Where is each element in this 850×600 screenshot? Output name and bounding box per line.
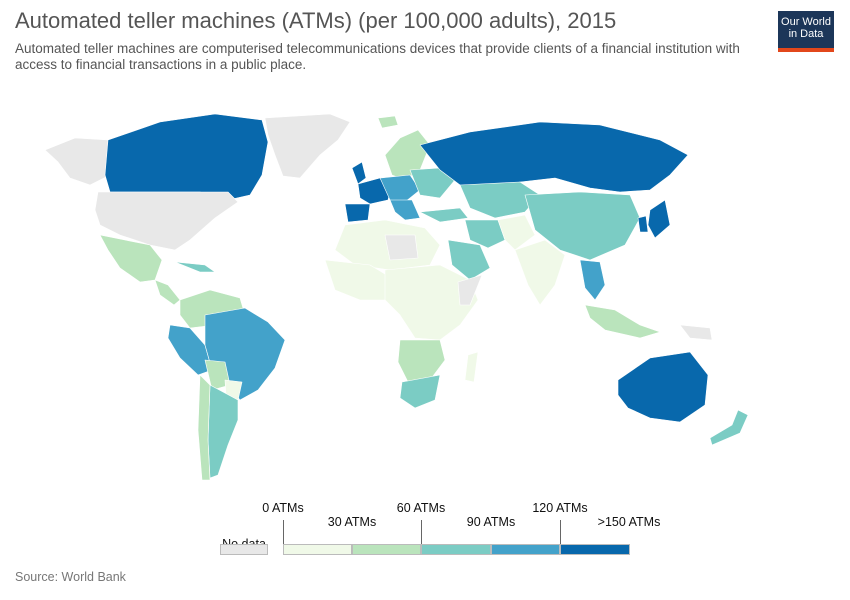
legend-swatch-0-30[interactable] <box>283 544 352 555</box>
legend-swatch-30-60[interactable] <box>352 544 421 555</box>
region-eastern-europe[interactable] <box>409 167 456 199</box>
region-uk[interactable] <box>351 161 367 185</box>
legend-tick <box>560 520 561 544</box>
region-mexico[interactable] <box>99 234 163 283</box>
region-chile[interactable] <box>197 374 211 481</box>
region-somalia[interactable] <box>457 274 483 306</box>
legend-label-60: 60 ATMs <box>396 501 446 515</box>
region-saudi-arabia[interactable] <box>447 239 491 281</box>
legend-swatch-150-plus[interactable] <box>560 544 630 555</box>
region-korea[interactable] <box>637 215 649 233</box>
region-southeast-asia[interactable] <box>579 259 606 301</box>
region-png[interactable] <box>679 324 713 341</box>
region-usa[interactable] <box>94 191 239 251</box>
region-canada[interactable] <box>104 113 269 201</box>
owid-logo[interactable]: Our World in Data <box>778 11 834 52</box>
region-argentina[interactable] <box>207 384 239 479</box>
source-note: Source: World Bank <box>15 570 126 584</box>
region-indonesia[interactable] <box>584 304 661 339</box>
region-japan[interactable] <box>647 199 671 239</box>
region-south-africa[interactable] <box>399 374 441 409</box>
region-greenland[interactable] <box>264 113 351 179</box>
world-map[interactable] <box>0 100 850 490</box>
region-turkey[interactable] <box>419 207 469 223</box>
region-central-europe[interactable] <box>379 174 421 203</box>
region-scandinavia[interactable] <box>384 129 431 181</box>
region-south-central-asia[interactable] <box>497 214 536 251</box>
region-australia[interactable] <box>617 351 709 423</box>
legend-label-90: 90 ATMs <box>466 515 516 529</box>
region-central-africa[interactable] <box>384 264 479 341</box>
logo-line-1: Our World <box>781 16 831 28</box>
region-iberia[interactable] <box>344 203 371 223</box>
region-caribbean[interactable] <box>174 261 216 273</box>
legend-tick <box>421 520 422 544</box>
region-china[interactable] <box>524 191 641 261</box>
region-new-zealand[interactable] <box>709 409 749 446</box>
legend-label-0: 0 ATMs <box>262 501 304 515</box>
logo-accent-bar <box>778 48 834 52</box>
chart-subtitle: Automated teller machines are computeris… <box>15 41 740 72</box>
region-alaska[interactable] <box>44 137 111 186</box>
region-iceland[interactable] <box>377 115 399 129</box>
region-india[interactable] <box>514 239 566 306</box>
legend-label-120: 120 ATMs <box>532 501 588 515</box>
legend-label-30: 30 ATMs <box>327 515 377 529</box>
logo-line-2: in Data <box>788 28 824 40</box>
chart-title: Automated teller machines (ATMs) (per 10… <box>15 8 617 33</box>
map-legend: No data 0 ATMs 60 ATMs 120 ATMs 30 ATMs … <box>0 495 850 565</box>
region-central-asia[interactable] <box>459 181 541 219</box>
region-iran[interactable] <box>464 219 506 249</box>
legend-swatch-60-90[interactable] <box>421 544 491 555</box>
legend-swatch-90-120[interactable] <box>491 544 560 555</box>
legend-swatch-no-data[interactable] <box>220 544 268 555</box>
legend-label-150: >150 ATMs <box>597 515 661 529</box>
region-central-america[interactable] <box>154 279 181 306</box>
region-russia[interactable] <box>419 121 689 193</box>
region-southern-europe[interactable] <box>389 199 421 221</box>
region-madagascar[interactable] <box>464 351 479 383</box>
region-peru[interactable] <box>167 324 213 376</box>
region-libya[interactable] <box>384 234 419 261</box>
legend-tick <box>283 520 284 544</box>
